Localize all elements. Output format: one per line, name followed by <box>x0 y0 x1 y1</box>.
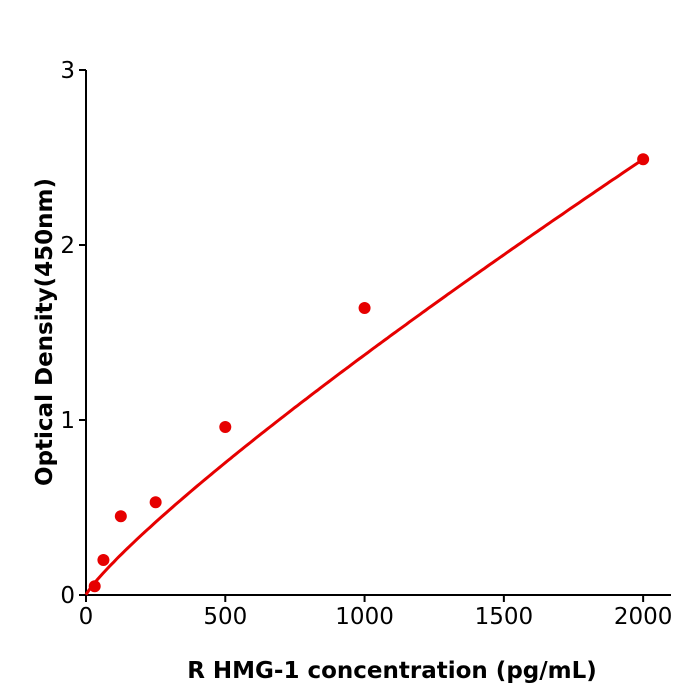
x-tick-label: 500 <box>203 604 247 630</box>
x-tick-label: 0 <box>79 604 94 630</box>
fit-curve <box>84 157 644 596</box>
data-point <box>114 510 127 523</box>
y-axis-label: Optical Density(450nm) <box>32 178 58 486</box>
data-point <box>219 421 232 433</box>
x-tick-label: 1500 <box>475 604 534 630</box>
x-tick-label: 1000 <box>335 604 394 630</box>
y-tick-label: 1 <box>60 408 75 434</box>
data-point <box>97 554 110 566</box>
x-axis-label: R HMG-1 concentration (pg/mL) <box>187 658 597 684</box>
y-tick-label: 3 <box>60 58 75 84</box>
x-tick-label: 2000 <box>614 604 673 630</box>
data-point <box>88 580 101 593</box>
y-tick-label: 2 <box>60 233 75 259</box>
data-point <box>358 302 371 314</box>
data-point <box>149 496 162 509</box>
data-point <box>637 153 650 166</box>
y-tick-label: 0 <box>60 583 75 609</box>
